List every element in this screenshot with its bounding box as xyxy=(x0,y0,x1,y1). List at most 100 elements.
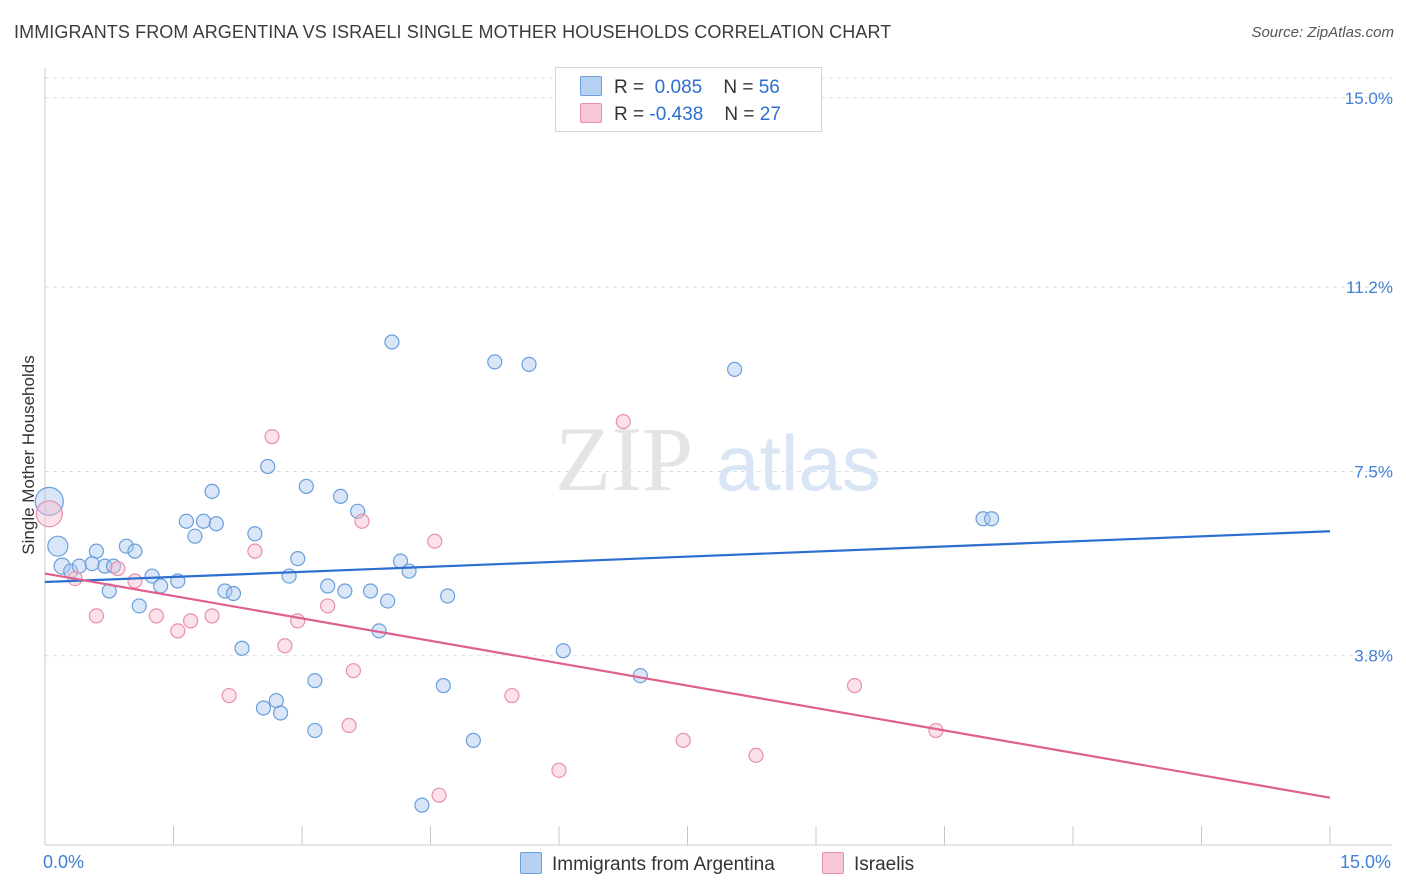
argentina-point xyxy=(131,598,147,614)
x-tick-min: 0.0% xyxy=(43,852,85,872)
israelis-point xyxy=(354,513,370,529)
argentina-point xyxy=(187,528,203,544)
israelis-point xyxy=(277,638,293,654)
argentina-point xyxy=(272,705,289,721)
legend-row-argentina: R = 0.085 N = 56 xyxy=(580,76,780,99)
israelis-point xyxy=(35,500,63,528)
argentina-point xyxy=(984,511,1000,527)
israelis-point xyxy=(427,533,443,549)
legend-row-israelis: R = -0.438 N = 27 xyxy=(580,103,781,126)
bottom-legend-argentina: Immigrants from Argentina xyxy=(520,852,775,876)
argentina-point xyxy=(255,700,272,716)
argentina-point xyxy=(208,516,224,532)
bottom-legend-label: Israelis xyxy=(854,854,915,875)
argentina-point xyxy=(178,513,194,529)
bottom-legend-swatch-pink xyxy=(822,852,844,874)
argentina-point xyxy=(487,354,503,370)
argentina-point xyxy=(47,535,69,557)
y-tick-label: 11.2% xyxy=(1346,278,1393,297)
argentina-point xyxy=(332,488,349,504)
source-credit: Source: ZipAtlas.com xyxy=(1251,24,1394,41)
legend-n-value: 56 xyxy=(758,77,780,98)
argentina-point xyxy=(307,673,323,689)
legend-swatch-blue xyxy=(580,76,602,96)
israelis-point xyxy=(551,762,567,778)
argentina-point xyxy=(88,543,105,559)
argentina-point xyxy=(53,557,71,575)
argentina-point xyxy=(234,640,250,656)
israelis-point xyxy=(183,613,199,629)
legend-swatch-pink xyxy=(580,103,602,123)
argentina-point xyxy=(217,583,233,599)
argentina-point xyxy=(127,543,143,559)
argentina-point xyxy=(290,551,306,567)
argentina-point xyxy=(204,483,220,499)
israelis-trend-line xyxy=(44,572,1331,799)
israelis-point xyxy=(204,608,220,624)
argentina-point xyxy=(362,583,379,599)
israelis-point xyxy=(148,608,164,624)
israelis-point xyxy=(341,717,357,734)
trend-lines xyxy=(44,530,1331,799)
argentina-point xyxy=(144,568,160,584)
argentina-point xyxy=(401,563,417,579)
argentina-point xyxy=(247,526,263,542)
y-tick-label: 15.0% xyxy=(1345,89,1393,108)
israelis-point xyxy=(264,428,280,445)
y-tick-labels: 3.8% 7.5% 11.2% 15.0% xyxy=(1345,89,1393,666)
argentina-point xyxy=(521,356,537,372)
bottom-legend-label: Immigrants from Argentina xyxy=(552,854,775,875)
argentina-point xyxy=(195,513,212,529)
x-tick-max: 15.0% xyxy=(1340,852,1392,872)
israelis-point xyxy=(675,732,691,749)
argentina-point xyxy=(414,797,430,813)
argentina-point xyxy=(337,583,353,599)
argentina-point xyxy=(555,643,571,659)
y-tick-label: 3.8% xyxy=(1354,647,1393,666)
legend-r-value: -0.438 xyxy=(649,104,704,125)
watermark: ZIP atlas xyxy=(555,408,881,510)
argentina-point xyxy=(118,538,134,554)
argentina-point xyxy=(260,458,276,475)
chart-title: IMMIGRANTS FROM ARGENTINA VS ISRAELI SIN… xyxy=(14,22,892,42)
argentina-point xyxy=(440,588,456,604)
legend-n-value: 27 xyxy=(759,104,781,125)
argentina-trend-line xyxy=(44,530,1331,584)
bottom-legend-israelis: Israelis xyxy=(822,852,914,876)
legend-n-label: N = xyxy=(723,77,754,98)
argentina-point xyxy=(105,558,122,574)
argentina-point xyxy=(320,578,336,594)
argentina-point xyxy=(975,511,991,527)
argentina-point xyxy=(298,478,314,495)
legend-r-value: 0.085 xyxy=(654,77,703,98)
argentina-point xyxy=(97,558,113,574)
y-tick-label: 7.5% xyxy=(1354,462,1393,481)
israelis-point xyxy=(846,678,863,694)
israelis-point xyxy=(615,414,631,430)
legend-r-label: R = xyxy=(614,104,645,125)
argentina-point xyxy=(307,722,323,739)
israelis-point xyxy=(247,543,263,559)
israelis-point xyxy=(748,747,764,763)
argentina-point xyxy=(380,593,396,609)
watermark-atlas: atlas xyxy=(716,419,881,507)
argentina-point xyxy=(153,578,169,594)
bottom-legend-swatch-blue xyxy=(520,852,542,874)
correlation-legend: R = 0.085 N = 56 R = -0.438 N = 27 xyxy=(555,67,822,132)
argentina-point xyxy=(225,585,242,602)
argentina-point xyxy=(435,678,451,694)
watermark-zip: ZIP xyxy=(555,408,693,510)
israelis-point xyxy=(345,663,361,679)
axes xyxy=(44,68,1392,846)
israelis-point xyxy=(221,687,237,704)
gridlines xyxy=(45,77,1392,657)
legend-r-label: R = xyxy=(614,77,645,98)
data-points xyxy=(34,334,1000,813)
argentina-point xyxy=(465,732,481,749)
israelis-point xyxy=(320,598,336,614)
israelis-point xyxy=(170,623,186,639)
israelis-point xyxy=(431,787,447,803)
israelis-point xyxy=(504,687,520,704)
legend-n-label: N = xyxy=(724,104,755,125)
